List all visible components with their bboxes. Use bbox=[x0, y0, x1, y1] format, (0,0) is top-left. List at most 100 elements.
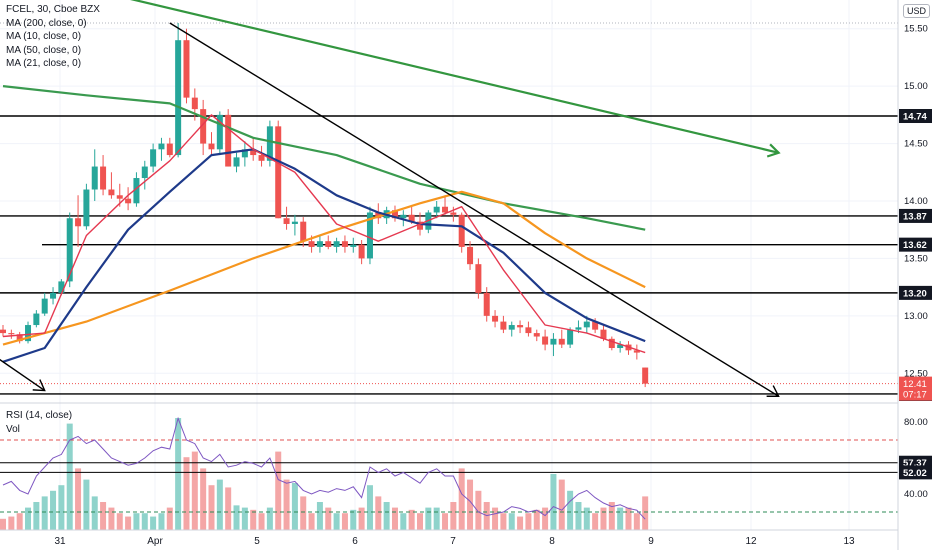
x-tick-label: 5 bbox=[254, 536, 260, 547]
candle-body bbox=[100, 166, 107, 190]
candle-body bbox=[83, 189, 90, 227]
candle-body bbox=[91, 166, 98, 190]
volume-bar bbox=[41, 496, 48, 530]
candle-body bbox=[291, 221, 298, 224]
candle-body bbox=[617, 344, 624, 349]
volume-bar bbox=[75, 468, 82, 530]
volume-bar bbox=[600, 507, 607, 530]
volume-bar bbox=[58, 485, 65, 530]
volume-bar bbox=[316, 502, 323, 530]
ma21-line bbox=[2, 148, 646, 363]
candle-body bbox=[458, 214, 465, 247]
rsi-level-badge bbox=[899, 465, 932, 480]
candle-body bbox=[58, 281, 65, 293]
currency-badge[interactable]: USD bbox=[903, 4, 931, 18]
volume-bar bbox=[333, 513, 340, 530]
volume-bar bbox=[191, 451, 198, 530]
volume-bar bbox=[325, 507, 332, 530]
volume-bar bbox=[508, 513, 515, 530]
volume-bar bbox=[266, 507, 273, 530]
candle-body bbox=[225, 114, 232, 167]
candle-body bbox=[508, 325, 515, 330]
x-tick-label: 12 bbox=[745, 536, 757, 547]
level-badge-label: 13.20 bbox=[903, 288, 927, 299]
candle-body bbox=[550, 338, 557, 345]
volume-bar bbox=[91, 496, 98, 530]
volume-bar bbox=[241, 507, 248, 530]
volume-bar bbox=[283, 479, 290, 530]
candle-body bbox=[250, 149, 257, 156]
volume-bar bbox=[575, 502, 582, 530]
price-tick-label: 15.50 bbox=[904, 24, 928, 35]
volume-bar bbox=[633, 513, 640, 530]
legend-ma50: MA (50, close, 0) bbox=[6, 44, 82, 56]
price-tick-label: 15.00 bbox=[904, 81, 928, 92]
candle-body bbox=[150, 149, 157, 167]
candle-body bbox=[200, 109, 207, 144]
candle-body bbox=[525, 327, 532, 334]
candle-body bbox=[333, 241, 340, 247]
ma200-line bbox=[2, 85, 646, 231]
volume-bar bbox=[417, 513, 423, 530]
candle-body bbox=[66, 218, 73, 282]
level-badge-label: 14.74 bbox=[903, 112, 927, 123]
chart-legend: FCEL, 30, Cboe BZX MA (200, close, 0) MA… bbox=[6, 3, 100, 71]
volume-bar bbox=[525, 513, 532, 530]
volume-bar bbox=[341, 513, 348, 530]
candle-body bbox=[75, 218, 82, 227]
candle-body bbox=[133, 178, 140, 204]
candle-body bbox=[8, 333, 15, 335]
candle-body bbox=[258, 155, 265, 161]
volume-bar bbox=[617, 507, 624, 530]
volume-bar bbox=[233, 505, 240, 530]
volume-bar bbox=[183, 457, 190, 530]
candle-body bbox=[558, 338, 565, 345]
candle-body bbox=[183, 40, 190, 98]
candle-body bbox=[391, 210, 398, 219]
candle-body bbox=[592, 321, 599, 330]
volume-bar bbox=[175, 418, 182, 530]
level-badge bbox=[899, 237, 932, 252]
volume-bar bbox=[583, 507, 590, 530]
candle-body bbox=[141, 166, 148, 179]
candle-body bbox=[125, 198, 132, 204]
horizontal-levels bbox=[0, 115, 898, 395]
volume-bar bbox=[567, 490, 574, 530]
price-tick-label: 14.00 bbox=[904, 196, 928, 207]
volume-bar bbox=[50, 490, 57, 530]
level-badge bbox=[899, 208, 932, 223]
candle-body bbox=[16, 334, 23, 342]
candle-body bbox=[500, 321, 507, 330]
price-tick-label: 12.50 bbox=[904, 368, 928, 379]
volume-bar bbox=[208, 485, 215, 530]
volume-bar bbox=[25, 507, 32, 530]
candle-body bbox=[166, 143, 173, 156]
candlesticks bbox=[0, 22, 649, 388]
x-tick-label: 31 bbox=[54, 536, 66, 547]
volume-bars bbox=[0, 418, 649, 530]
volume-bar bbox=[458, 468, 465, 530]
volume-bar bbox=[16, 513, 23, 530]
volume-bar bbox=[592, 513, 599, 530]
candle-body bbox=[108, 189, 115, 196]
candle-body bbox=[483, 292, 490, 316]
candle-body bbox=[583, 321, 590, 328]
volume-bar bbox=[250, 509, 257, 530]
trendline-arrowhead bbox=[32, 379, 46, 392]
candle-body bbox=[0, 329, 6, 334]
trendline bbox=[169, 22, 779, 397]
candle-body bbox=[600, 329, 607, 339]
ma50-line bbox=[2, 190, 646, 346]
candle-body bbox=[533, 333, 540, 337]
level-badge-label: 13.62 bbox=[903, 240, 927, 251]
trendline bbox=[130, 0, 779, 154]
candle-body bbox=[233, 157, 240, 167]
candle-body bbox=[433, 206, 440, 213]
legend-ma21: MA (21, close, 0) bbox=[6, 58, 82, 69]
rsi-line bbox=[2, 416, 646, 520]
volume-bar bbox=[308, 513, 315, 530]
volume-bar bbox=[125, 516, 132, 530]
candle-body bbox=[633, 350, 640, 353]
price-tick-label: 13.50 bbox=[904, 253, 928, 264]
